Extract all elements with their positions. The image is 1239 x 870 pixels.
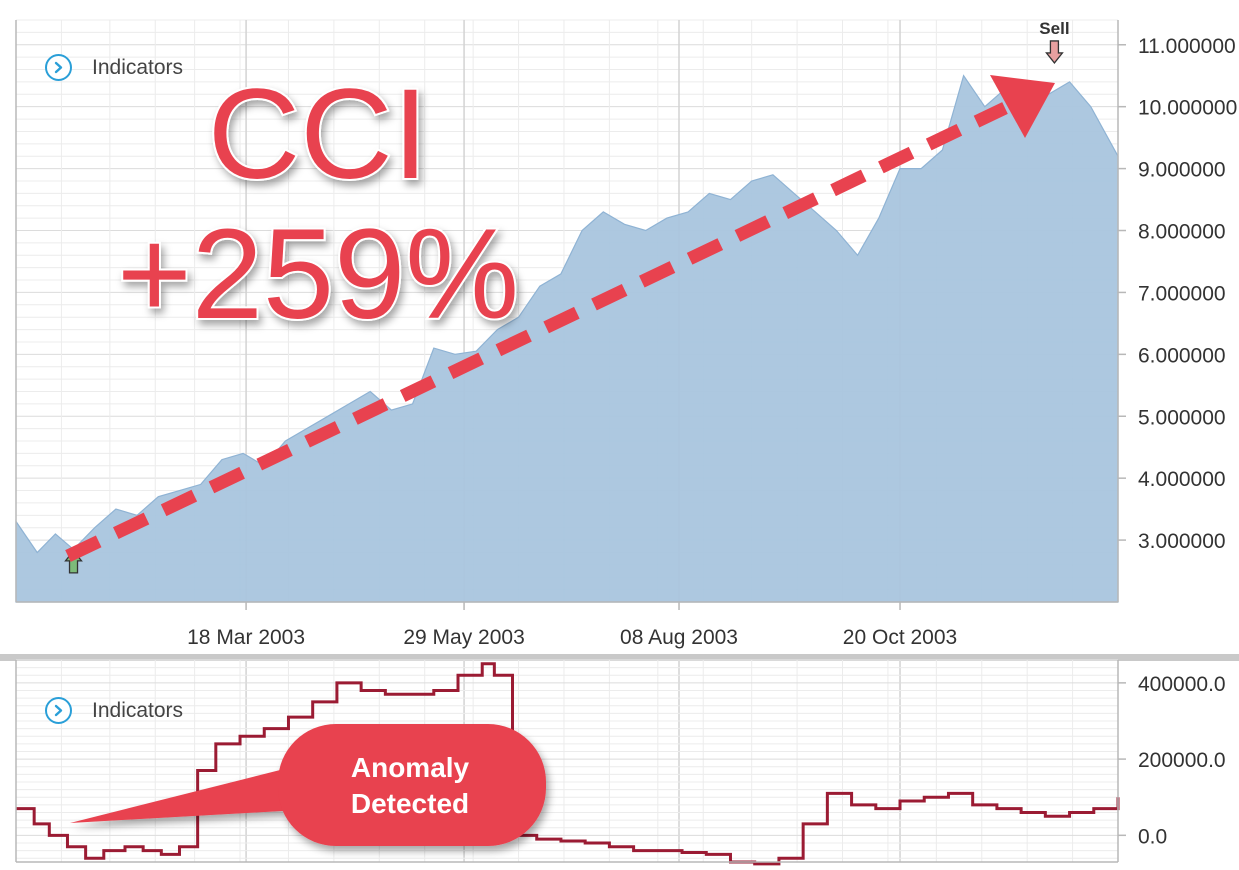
y-tick-label: 200000.0	[1138, 749, 1226, 772]
y-tick-label: 8.000000	[1138, 221, 1226, 244]
chevron-right-icon	[45, 697, 72, 724]
top-y-tick-labels: 11.000000 10.000000 9.000000 8.000000 7.0000…	[1118, 35, 1237, 553]
trend-arrow	[65, 75, 1055, 562]
bottom-indicators-button[interactable]: Indicators	[45, 697, 183, 724]
y-tick-label: 4.000000	[1138, 468, 1226, 491]
bottom-panel: 400000.0 200000.0 0.0	[15, 659, 1226, 866]
indicator-line	[16, 662, 1120, 866]
y-tick-label: 3.000000	[1138, 530, 1226, 553]
overlay-title: CCI	[208, 63, 428, 206]
bottom-indicators-label: Indicators	[92, 698, 184, 722]
callout-bubble	[278, 724, 546, 846]
sell-arrow-icon	[1045, 40, 1064, 64]
top-indicators-button[interactable]: Indicators	[45, 54, 183, 81]
trend-arrow-head	[990, 75, 1055, 138]
overlay-gain: +259%	[117, 203, 519, 346]
callout-line-1: Anomaly	[351, 752, 470, 783]
top-indicators-label: Indicators	[92, 55, 184, 79]
top-panel: 11.000000 10.000000 9.000000 8.000000 7.0000…	[15, 19, 1237, 649]
y-tick-label: 11.000000	[1138, 35, 1236, 58]
y-tick-label: 5.000000	[1138, 406, 1226, 429]
x-tick-label: 18 Mar 2003	[187, 626, 305, 649]
bottom-gridlines	[15, 659, 1118, 862]
y-tick-label: 10.000000	[1138, 97, 1237, 120]
x-tick-label: 29 May 2003	[403, 626, 524, 649]
chevron-right-icon	[45, 54, 72, 81]
x-tick-label: 08 Aug 2003	[620, 626, 738, 649]
top-x-tick-labels: 18 Mar 2003 29 May 2003 08 Aug 2003 20 Oct …	[187, 602, 957, 649]
y-tick-label: 7.000000	[1138, 282, 1226, 305]
panel-divider[interactable]	[0, 654, 1239, 661]
y-tick-label: 400000.0	[1138, 673, 1226, 696]
price-area	[15, 74, 1119, 603]
sell-label: Sell	[1039, 19, 1069, 38]
anomaly-callout	[70, 724, 546, 846]
bottom-y-tick-labels: 400000.0 200000.0 0.0	[1118, 673, 1226, 848]
callout-pointer	[70, 765, 300, 823]
y-tick-label: 9.000000	[1138, 159, 1226, 182]
trend-arrow-shaft	[65, 102, 1008, 562]
y-tick-label: 6.000000	[1138, 344, 1226, 367]
callout-line-2: Detected	[351, 788, 469, 819]
x-tick-label: 20 Oct 2003	[843, 626, 957, 649]
y-tick-label: 0.0	[1138, 825, 1167, 848]
